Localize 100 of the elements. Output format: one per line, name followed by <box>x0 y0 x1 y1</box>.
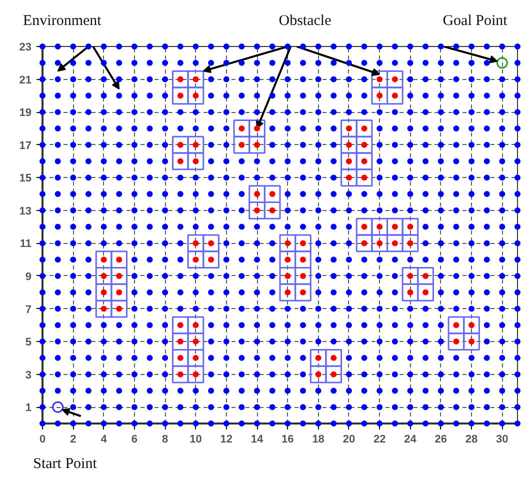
point <box>330 76 337 82</box>
point <box>146 338 153 345</box>
point <box>300 371 306 378</box>
point <box>162 240 168 246</box>
point <box>361 272 368 279</box>
point <box>438 371 444 378</box>
point <box>514 109 520 116</box>
point <box>453 174 460 181</box>
point <box>499 76 506 82</box>
point <box>315 224 322 230</box>
point <box>499 158 506 164</box>
point <box>514 272 520 279</box>
point <box>468 256 475 263</box>
point <box>346 109 352 116</box>
point <box>40 174 46 181</box>
point <box>422 191 429 198</box>
point <box>392 272 398 279</box>
point <box>330 338 337 345</box>
point <box>177 224 184 230</box>
point <box>284 142 291 148</box>
point <box>284 125 291 132</box>
point <box>300 92 306 99</box>
point <box>346 191 352 198</box>
point <box>284 388 291 394</box>
point <box>100 240 107 246</box>
point <box>422 404 429 410</box>
point <box>208 125 214 132</box>
point <box>40 224 46 230</box>
point <box>284 92 291 99</box>
point <box>346 44 352 50</box>
point <box>269 289 276 296</box>
point <box>407 174 414 181</box>
point <box>85 92 92 99</box>
point <box>100 224 107 230</box>
point <box>468 76 475 82</box>
point <box>100 174 107 181</box>
point <box>223 240 230 246</box>
point <box>284 60 291 66</box>
point <box>315 125 322 132</box>
point <box>438 207 444 214</box>
point <box>514 44 520 50</box>
point <box>422 60 429 66</box>
point <box>162 404 168 410</box>
point <box>116 142 122 148</box>
point <box>177 306 184 312</box>
point <box>70 289 76 296</box>
point <box>422 92 429 99</box>
point <box>422 125 429 132</box>
point <box>177 44 184 50</box>
point <box>346 289 352 296</box>
point <box>223 354 230 361</box>
point <box>422 354 429 361</box>
point <box>514 240 520 246</box>
point <box>514 338 520 345</box>
point <box>392 60 398 66</box>
point <box>330 92 337 99</box>
point <box>238 60 245 66</box>
point <box>208 191 214 198</box>
point <box>70 109 76 116</box>
point <box>146 207 153 214</box>
point <box>438 272 444 279</box>
point <box>422 338 429 345</box>
point <box>346 272 352 279</box>
point <box>162 174 168 181</box>
point <box>346 322 352 328</box>
point <box>514 142 520 148</box>
point <box>54 306 61 312</box>
point <box>484 191 490 198</box>
point <box>346 240 352 246</box>
point <box>499 322 506 328</box>
point <box>70 272 76 279</box>
point <box>269 404 276 410</box>
point <box>484 322 490 328</box>
point <box>422 240 429 246</box>
point <box>361 60 368 66</box>
point <box>346 420 352 426</box>
point <box>238 289 245 296</box>
point <box>514 224 520 230</box>
x-tick-label: 10 <box>190 434 202 446</box>
point <box>131 174 138 181</box>
point <box>300 191 306 198</box>
point <box>315 174 322 181</box>
point <box>116 92 122 99</box>
point <box>131 158 138 164</box>
point <box>284 158 291 164</box>
point <box>100 125 107 132</box>
point <box>300 158 306 164</box>
point <box>192 272 199 279</box>
point <box>392 158 398 164</box>
point <box>177 420 184 426</box>
point <box>40 322 46 328</box>
point <box>208 338 214 345</box>
point <box>484 158 490 164</box>
point <box>85 207 92 214</box>
point <box>100 338 107 345</box>
point <box>468 388 475 394</box>
x-tick-label: 4 <box>100 434 108 446</box>
point <box>284 404 291 410</box>
point <box>330 256 337 263</box>
point <box>85 76 92 82</box>
